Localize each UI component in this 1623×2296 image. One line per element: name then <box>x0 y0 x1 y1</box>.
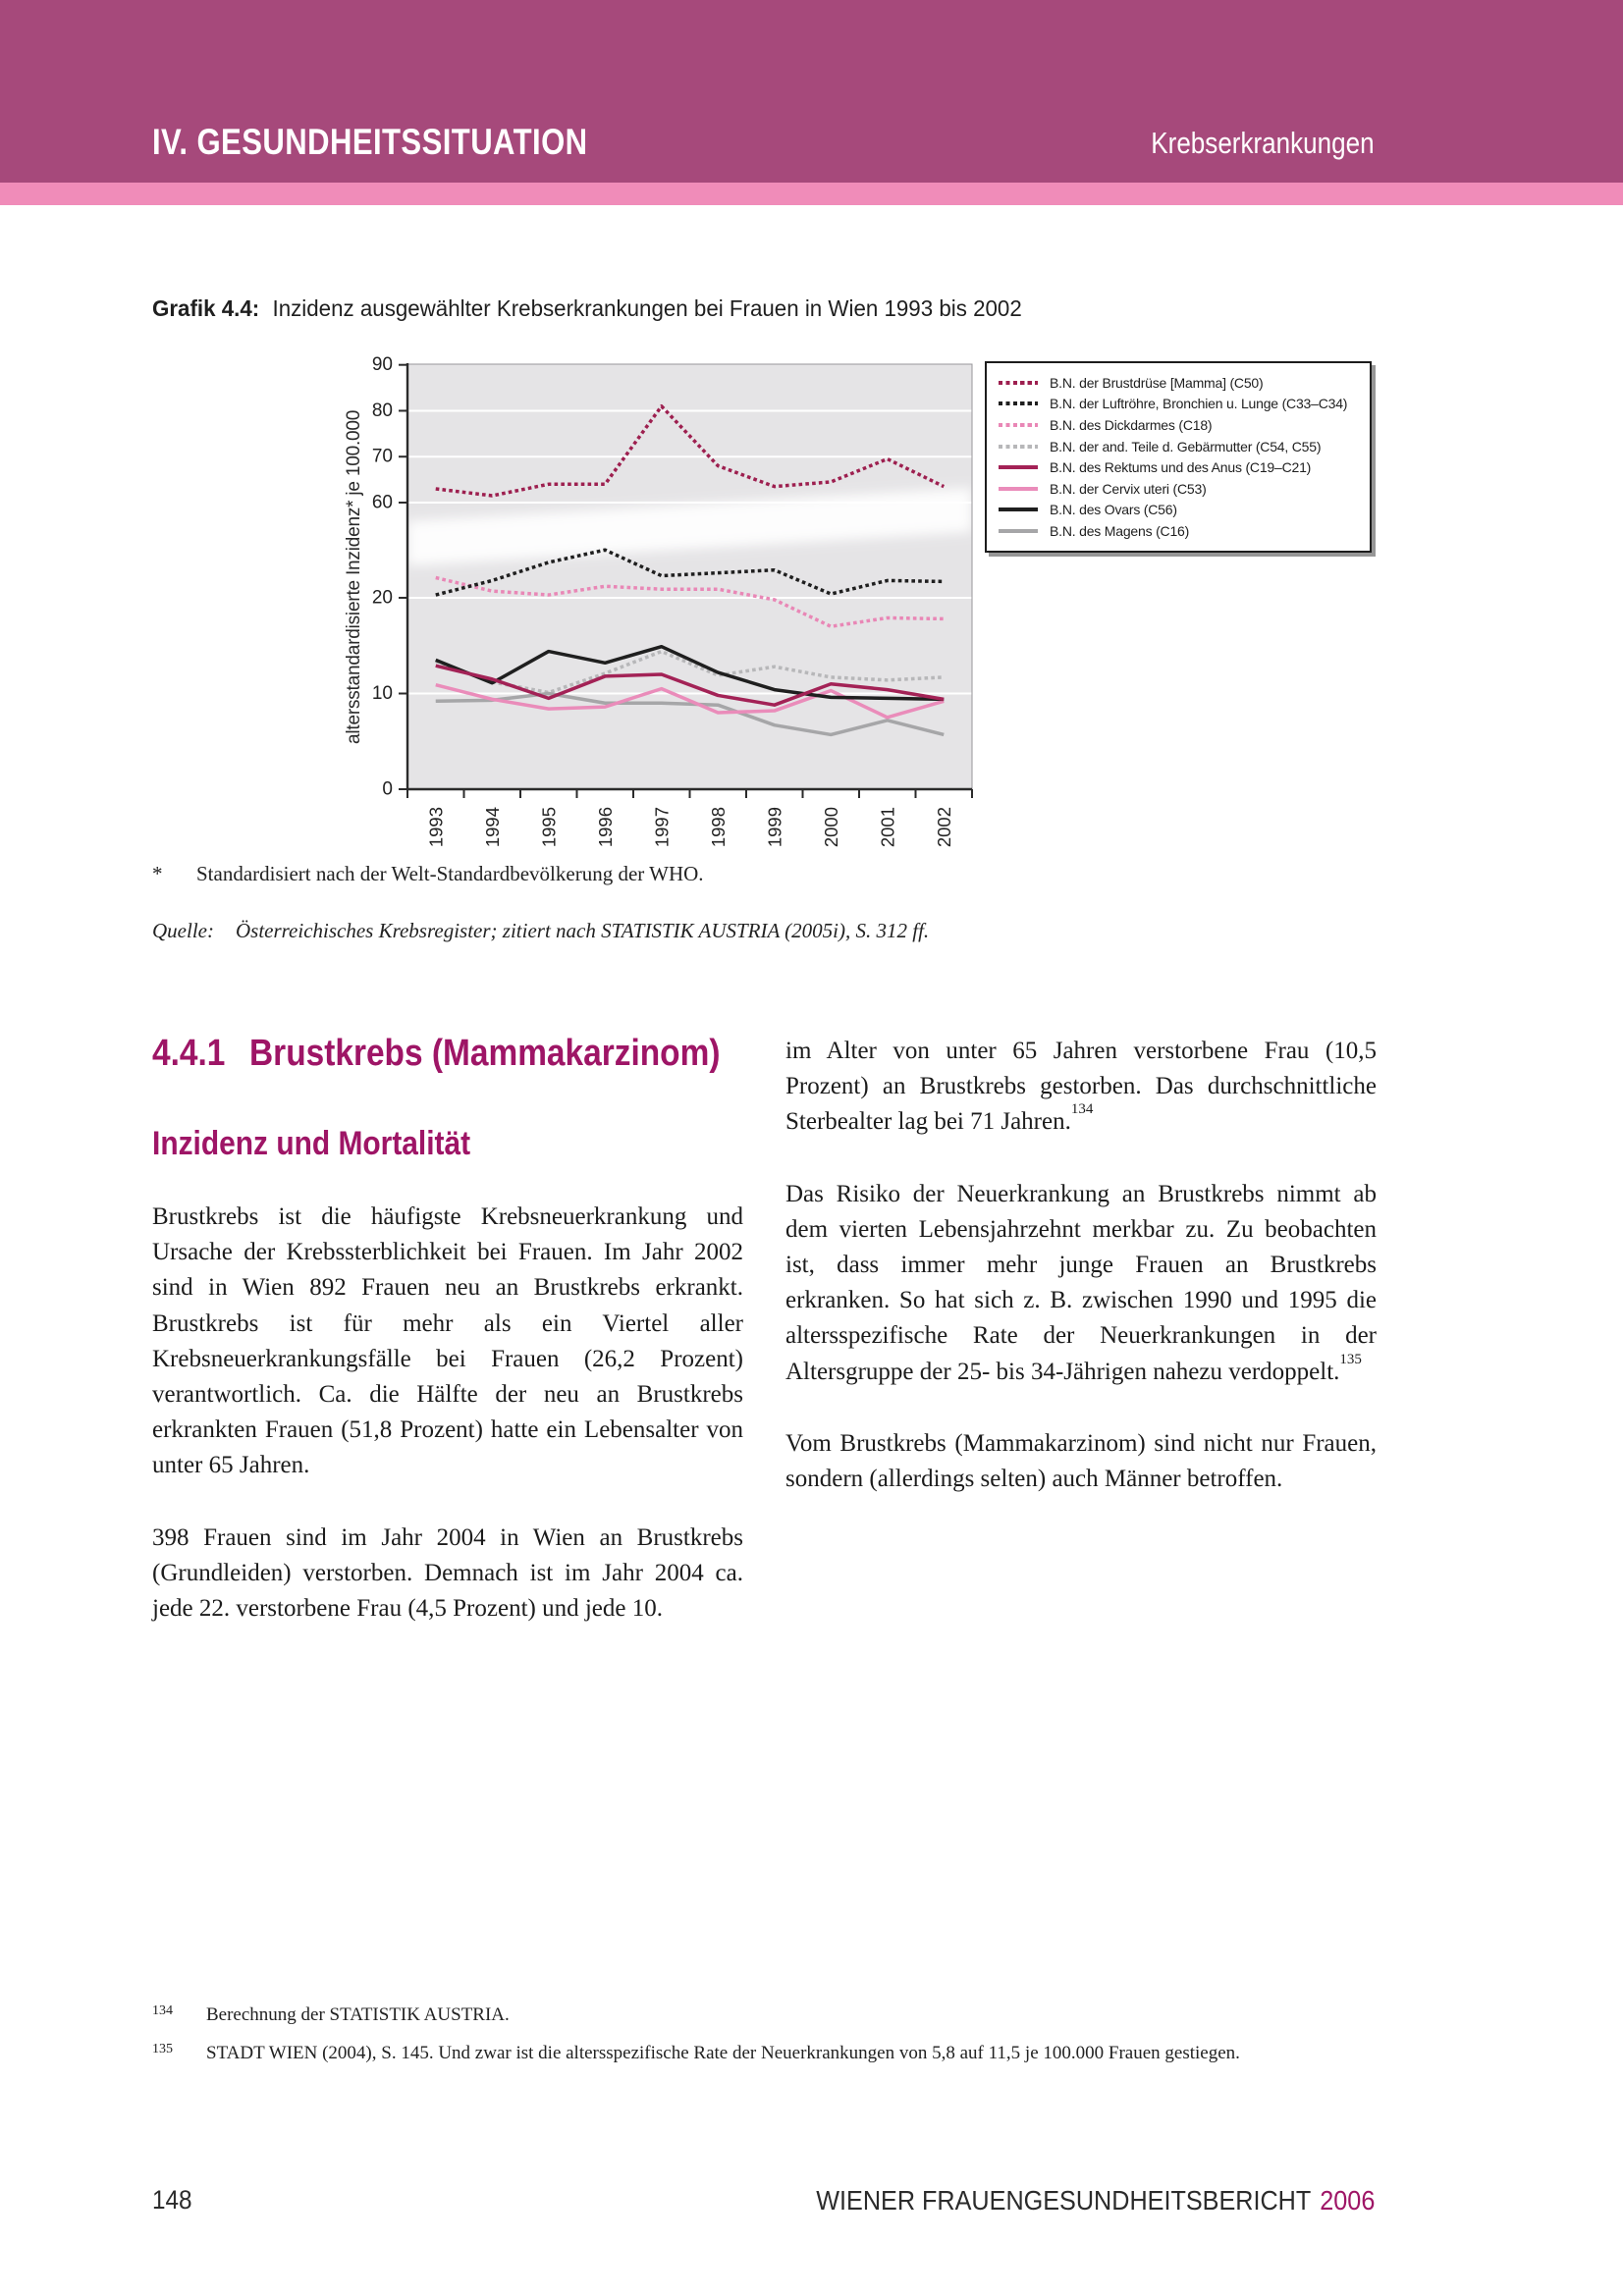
section-title: Brustkrebs (Mammakarzinom) <box>249 1033 721 1074</box>
legend-label: B.N. des Ovars (C56) <box>1050 502 1177 518</box>
header-band: IV. GESUNDHEITSSITUATION Krebserkrankung… <box>0 0 1623 183</box>
legend-item-7: B.N. des Magens (C16) <box>999 520 1358 542</box>
legend-line-sample <box>999 528 1038 533</box>
svg-text:60: 60 <box>372 492 393 512</box>
paragraph: Vom Brustkrebs (Mammakarzinom) sind nich… <box>785 1429 1377 1493</box>
legend-item-0: B.N. der Brustdrüse [Mamma] (C50) <box>999 372 1358 394</box>
y-axis-label: altersstandardisierte Inzidenz* je 100.0… <box>344 409 364 744</box>
svg-text:10: 10 <box>372 683 393 704</box>
svg-text:90: 90 <box>372 354 393 375</box>
line-chart-canvas: 0 10 20 60 70 80 90 1993 1994 1995 1996 1997 1998 199… <box>372 354 973 847</box>
series-line-1 <box>435 548 945 597</box>
paragraph: 398 Frauen sind im Jahr 2004 in Wien an … <box>152 1523 743 1623</box>
legend-line-sample <box>999 507 1038 512</box>
section-running-title: Krebserkrankungen <box>1151 126 1375 160</box>
legend-line-sample <box>999 401 1038 406</box>
legend-label: B.N. des Magens (C16) <box>1050 522 1190 539</box>
svg-text:1998: 1998 <box>708 807 729 847</box>
legend-label: B.N. der Luftröhre, Bronchien u. Lunge (… <box>1050 396 1348 412</box>
chart-legend: B.N. der Brustdrüse [Mamma] (C50) B.N. de… <box>985 361 1372 553</box>
legend-line-sample <box>999 422 1038 427</box>
report-year: 2006 <box>1319 2185 1375 2216</box>
chart-footnote-text: Standardisiert nach der Welt-Standardbev… <box>196 862 704 885</box>
svg-text:2000: 2000 <box>821 807 841 847</box>
svg-text:1999: 1999 <box>764 807 784 847</box>
legend-line-sample <box>999 444 1038 449</box>
legend-line-sample <box>999 380 1038 385</box>
footnote-text: Berechnung der STATISTIK AUSTRIA. <box>206 2004 510 2025</box>
legend-line-sample <box>999 465 1038 470</box>
text-column-left: Brustkrebs ist die häufigste Krebsneuerk… <box>152 1200 743 1663</box>
source-label: Quelle: <box>152 919 214 942</box>
footnote-number: 134 <box>152 2003 173 2018</box>
legend-label: B.N. der and. Teile d. Gebärmutter (C54,… <box>1050 438 1322 454</box>
series-line-2 <box>435 575 945 628</box>
legend-item-6: B.N. des Ovars (C56) <box>999 500 1358 521</box>
chart-footnote: * Standardisiert nach der Welt-Standardbe… <box>152 862 704 886</box>
legend-item-3: B.N. der and. Teile d. Gebärmutter (C54,… <box>999 436 1358 457</box>
legend-line-sample <box>999 486 1038 491</box>
svg-text:0: 0 <box>382 779 393 800</box>
legend-item-2: B.N. des Dickdarmes (C18) <box>999 414 1358 436</box>
footnote-134: 134 Berechnung der STATISTIK AUSTRIA. <box>152 2003 1448 2026</box>
footnote-135: 135 STADT WIEN (2004), S. 145. Und zwar … <box>152 2042 1448 2064</box>
footnote-reference: 135 <box>1339 1351 1362 1367</box>
svg-text:1997: 1997 <box>651 807 672 847</box>
section-subheading: Inzidenz und Mortalität <box>152 1125 471 1162</box>
chart-source: Quelle: Österreichisches Krebsregister; z… <box>152 919 929 943</box>
legend-item-1: B.N. der Luftröhre, Bronchien u. Lunge (… <box>999 394 1358 415</box>
paragraph: Brustkrebs ist die häufigste Krebsneuerk… <box>152 1203 743 1479</box>
svg-text:80: 80 <box>372 400 393 421</box>
report-title: WIENER FRAUENGESUNDHEITSBERICHT <box>815 2185 1311 2216</box>
series-line-0 <box>435 404 946 498</box>
svg-text:70: 70 <box>372 447 393 467</box>
svg-text:1995: 1995 <box>538 807 559 847</box>
paragraph: im Alter von unter 65 Jahren verstorbene… <box>785 1038 1377 1136</box>
footnote-text: STADT WIEN (2004), S. 145. Und zwar ist … <box>206 2043 1240 2063</box>
series-line-7 <box>435 691 945 737</box>
legend-label: B.N. des Dickdarmes (C18) <box>1050 416 1213 433</box>
legend-label: B.N. des Rektums und des Anus (C19–C21) <box>1050 459 1312 476</box>
svg-text:1996: 1996 <box>595 807 616 847</box>
legend-label: B.N. der Cervix uteri (C53) <box>1050 480 1207 497</box>
svg-text:1993: 1993 <box>425 807 446 847</box>
paragraph: Das Risiko der Neuerkrankung an Brustkre… <box>785 1180 1377 1385</box>
header-pink-stripe <box>0 183 1623 205</box>
page-number: 148 <box>152 2185 192 2215</box>
svg-text:1994: 1994 <box>482 807 503 847</box>
series-line-6 <box>435 644 945 702</box>
legend-item-4: B.N. des Rektums und des Anus (C19–C21) <box>999 456 1358 478</box>
page-footnotes: 134 Berechnung der STATISTIK AUSTRIA. 13… <box>152 2003 1448 2081</box>
figure-caption: Grafik 4.4: Inzidenz ausgewählter Krebser… <box>152 295 1022 322</box>
footnote-number: 135 <box>152 2042 173 2056</box>
series-line-4 <box>435 664 945 707</box>
text-column-right: im Alter von unter 65 Jahren verstorbene… <box>785 1034 1377 1533</box>
legend-label: B.N. der Brustdrüse [Mamma] (C50) <box>1050 374 1264 391</box>
chapter-title: IV. GESUNDHEITSSITUATION <box>152 122 588 162</box>
svg-text:2001: 2001 <box>877 807 897 847</box>
figure-label: Grafik 4.4: <box>152 295 260 321</box>
svg-text:20: 20 <box>372 587 393 608</box>
figure-title-text: Inzidenz ausgewählter Krebserkrankungen … <box>272 295 1022 321</box>
footnote-reference: 134 <box>1070 1101 1094 1118</box>
source-text: Österreichisches Krebsregister; zitiert … <box>235 919 930 942</box>
section-number: 4.4.1 <box>152 1033 226 1074</box>
report-footer: WIENER FRAUENGESUNDHEITSBERICHT 2006 <box>816 2185 1375 2216</box>
incidence-chart: 0 10 20 60 70 80 90 1993 1994 1995 1996 1997 1998 199… <box>295 353 992 893</box>
series-line-5 <box>435 683 945 720</box>
svg-text:2002: 2002 <box>934 807 954 847</box>
asterisk-marker: * <box>152 862 163 885</box>
legend-item-5: B.N. der Cervix uteri (C53) <box>999 478 1358 500</box>
section-heading: 4.4.1 Brustkrebs (Mammakarzinom) <box>152 1033 720 1075</box>
